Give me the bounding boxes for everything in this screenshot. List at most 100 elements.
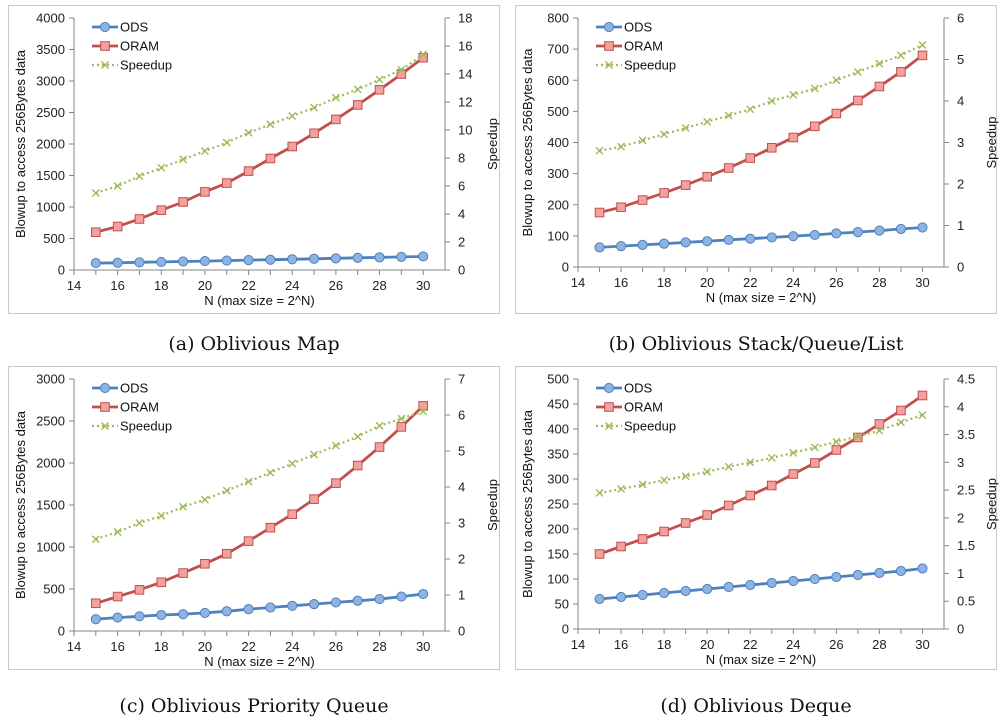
- data-point-ods: [831, 228, 842, 239]
- data-point-ods: [221, 606, 232, 617]
- legend-label-oram: ORAM: [624, 400, 663, 415]
- data-point-ods: [809, 573, 820, 585]
- legend-label-ods: ODS: [624, 381, 653, 396]
- x-tick-label: 28: [372, 639, 386, 654]
- data-point-ods: [134, 257, 145, 268]
- x-tick-label: 26: [329, 278, 343, 293]
- y2-tick-label: 3: [458, 516, 465, 531]
- data-point-oram: [134, 585, 145, 595]
- data-point-speedup: [397, 65, 406, 74]
- x-tick-label: 24: [786, 637, 800, 652]
- y-tick-label: 2500: [36, 414, 65, 429]
- series-line-oram: [95, 56, 425, 234]
- y2-tick-label: 2.5: [957, 483, 975, 498]
- y-tick-label: 500: [547, 372, 569, 387]
- data-point-speedup: [832, 76, 841, 85]
- data-point-speedup: [266, 468, 275, 477]
- data-point-oram: [287, 509, 298, 520]
- y-tick-label: 300: [547, 166, 569, 181]
- data-point-ods: [594, 593, 605, 605]
- y2-tick-label: 3: [957, 455, 964, 470]
- data-point-ods: [330, 253, 341, 264]
- y-tick-label: 3500: [36, 42, 65, 57]
- x-tick-label: 28: [872, 275, 886, 290]
- data-point-ods: [287, 254, 298, 265]
- series-line-ods: [95, 255, 424, 265]
- y2-tick-label: 2: [458, 552, 465, 567]
- data-point-oram: [91, 227, 101, 237]
- chart-frame-c: 0 500 1000 1500 2000 2500 3000 0 1 2 3 4 5 6 7 14 16 18 20…: [8, 366, 500, 670]
- data-point-speedup: [703, 117, 712, 126]
- y2-tick-label: 4.5: [957, 372, 975, 387]
- data-point-oram: [178, 197, 188, 207]
- chart-frame-b: 0 100 200 300 400 500 600 700 800 0 1 2 3 4 5 6 14 16 18 20…: [515, 5, 999, 314]
- data-point-speedup: [724, 111, 733, 120]
- x-tick-label: 30: [915, 637, 929, 652]
- x-tick-label: 24: [285, 278, 299, 293]
- x-tick-label: 30: [915, 275, 929, 290]
- legend-marker-ods: [603, 21, 615, 33]
- data-point-ods: [156, 256, 167, 268]
- data-point-speedup: [853, 67, 862, 76]
- data-point-speedup: [810, 443, 819, 452]
- data-point-oram: [917, 390, 928, 401]
- data-point-oram: [221, 548, 232, 559]
- y-axis-title: Blowup to access 256Bytes data: [520, 409, 535, 598]
- y-tick-label: 450: [547, 397, 569, 412]
- data-point-speedup: [767, 453, 776, 462]
- x-tick-label: 18: [154, 278, 168, 293]
- y-tick-label: 200: [547, 522, 569, 537]
- data-point-oram: [331, 114, 341, 125]
- x-tick-label: 16: [614, 637, 628, 652]
- data-point-speedup: [832, 437, 841, 446]
- x-tick-label: 20: [700, 275, 714, 290]
- legend-marker-oram: [100, 41, 110, 51]
- data-point-speedup: [200, 495, 209, 504]
- data-point-ods: [852, 569, 863, 581]
- data-point-ods: [418, 251, 429, 262]
- data-point-speedup: [288, 459, 297, 468]
- data-point-ods: [874, 567, 885, 579]
- data-point-speedup: [617, 485, 626, 493]
- data-point-ods: [809, 229, 820, 241]
- y2-tick-label: 0: [458, 624, 465, 639]
- y2-axis-title: Speedup: [984, 478, 999, 530]
- y2-tick-label: 2: [458, 235, 465, 250]
- data-point-speedup: [419, 50, 428, 59]
- caption-a: (a) Oblivious Map: [168, 333, 340, 355]
- legend-label-oram: ORAM: [624, 39, 663, 54]
- y2-tick-label: 14: [458, 67, 472, 82]
- data-point-oram: [896, 67, 906, 77]
- data-point-oram: [853, 95, 863, 106]
- data-point-speedup: [789, 448, 798, 457]
- y2-tick-label: 1: [458, 588, 465, 603]
- legend-label-speedup: Speedup: [120, 58, 172, 73]
- series-line-oram: [599, 54, 924, 214]
- legend-marker-speedup: [101, 422, 109, 430]
- data-point-oram: [637, 534, 648, 544]
- x-tick-label: 18: [657, 637, 671, 652]
- data-point-ods: [637, 239, 648, 251]
- data-point-ods: [852, 227, 863, 238]
- data-point-ods: [659, 238, 670, 249]
- legend-marker-ods: [603, 382, 615, 394]
- data-point-oram: [896, 405, 906, 416]
- data-point-oram: [745, 490, 756, 501]
- data-point-ods: [659, 587, 670, 599]
- data-point-ods: [788, 231, 799, 242]
- y-tick-label: 50: [555, 597, 569, 612]
- x-axis-title: N (max size = 2^N): [706, 290, 816, 305]
- data-point-speedup: [638, 480, 647, 489]
- data-point-oram: [874, 419, 885, 429]
- x-axis-title: N (max size = 2^N): [706, 652, 816, 667]
- y-tick-label: 500: [547, 104, 569, 119]
- data-point-oram: [831, 108, 842, 119]
- y2-tick-label: 3.5: [957, 427, 975, 442]
- y2-tick-label: 2: [957, 510, 964, 525]
- data-point-oram: [874, 81, 885, 92]
- series-line-speedup: [95, 410, 424, 541]
- data-point-speedup: [918, 40, 927, 49]
- x-tick-label: 30: [416, 278, 430, 293]
- data-point-speedup: [91, 535, 100, 544]
- y2-tick-label: 5: [458, 444, 465, 459]
